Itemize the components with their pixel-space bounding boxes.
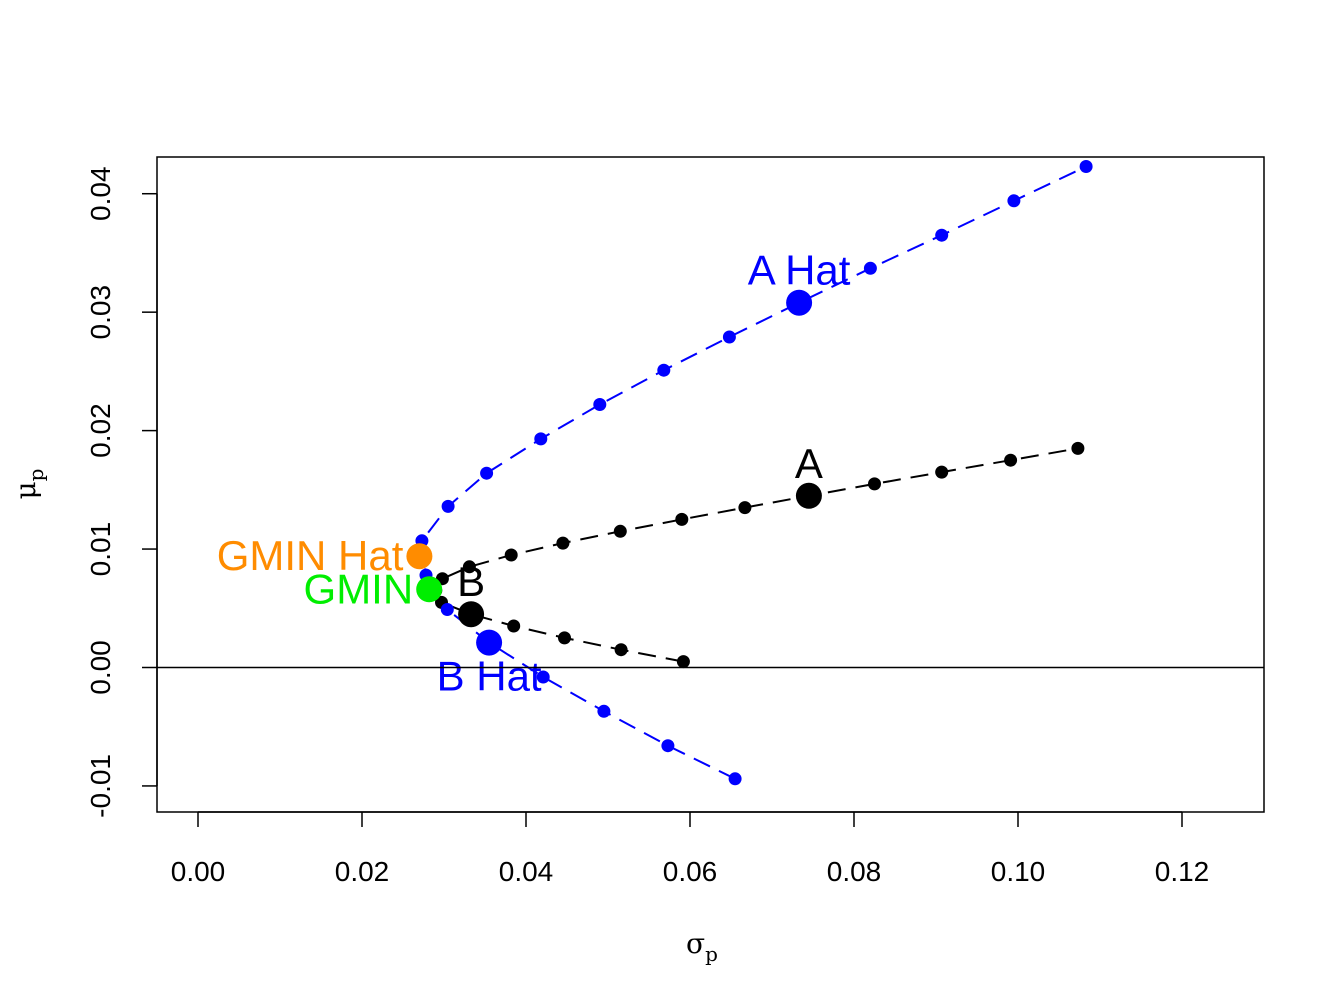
point-b-hat xyxy=(476,629,503,656)
y-tick-label: 0.02 xyxy=(85,403,116,458)
series-0-point xyxy=(462,560,476,574)
series-0-point xyxy=(675,512,689,526)
x-tick-label: 0.12 xyxy=(1155,856,1210,887)
series-0-point xyxy=(613,524,627,538)
plot-frame xyxy=(156,156,1265,813)
y-axis-label: μp xyxy=(9,468,48,499)
series-0-point xyxy=(504,548,518,562)
point-b xyxy=(458,601,485,628)
x-tick-label: 0.08 xyxy=(827,856,882,887)
y-tick-label: 0.03 xyxy=(85,285,116,340)
series-1-point xyxy=(534,432,548,446)
series-1-point xyxy=(536,670,550,684)
x-axis-label: σp xyxy=(686,927,718,966)
label-b: B xyxy=(457,558,485,605)
series-1-point xyxy=(657,363,671,377)
series-0-point xyxy=(1071,441,1085,455)
x-axis: 0.00 0.02 0.04 0.06 0.08 0.10 0.12 xyxy=(171,811,1210,887)
series-1-point xyxy=(722,330,736,344)
series-0-point xyxy=(556,536,570,550)
label-gmin-hat: GMIN Hat xyxy=(217,532,404,579)
point-gmin-hat xyxy=(406,543,433,570)
series-1-point xyxy=(593,398,607,411)
series-0-point xyxy=(868,477,881,491)
x-tick-label: 0.04 xyxy=(499,856,554,887)
series-0-point xyxy=(558,631,571,645)
y-tick-label: -0.01 xyxy=(85,754,116,818)
x-tick-label: 0.10 xyxy=(991,856,1046,887)
y-axis: -0.01 0.00 0.01 0.02 0.03 0.04 xyxy=(85,166,158,818)
x-tick-label: 0.02 xyxy=(335,856,390,887)
point-a-hat xyxy=(786,289,813,316)
series-1-point xyxy=(440,603,454,616)
y-tick-label: 0.04 xyxy=(85,166,116,221)
series-0-point xyxy=(507,619,521,633)
series-1-point xyxy=(728,772,742,786)
series-0-point xyxy=(935,465,949,479)
series-1-point xyxy=(597,704,611,718)
x-tick-label: 0.06 xyxy=(663,856,718,887)
series-0-point xyxy=(614,643,628,657)
series-1-point xyxy=(1007,194,1021,208)
series-1-point xyxy=(1079,160,1093,173)
series-1-point xyxy=(863,261,877,275)
series-1-point xyxy=(661,739,675,753)
y-tick-label: 0.01 xyxy=(85,522,116,577)
x-tick-label: 0.00 xyxy=(171,856,226,887)
series-1-point xyxy=(441,499,455,513)
label-a-hat: A Hat xyxy=(748,247,851,294)
label-b-hat: B Hat xyxy=(437,653,542,700)
series-0-point xyxy=(738,501,752,515)
series-1-point xyxy=(480,466,494,480)
series-1-point xyxy=(935,228,949,242)
point-gmin xyxy=(416,576,443,603)
series-0-line xyxy=(434,447,1079,663)
y-tick-label: 0.00 xyxy=(85,640,116,695)
series-0-point xyxy=(676,655,690,669)
series-0-point xyxy=(1004,453,1018,467)
point-a xyxy=(795,482,822,509)
label-gmin: GMIN xyxy=(304,565,414,612)
label-a: A xyxy=(795,440,823,487)
